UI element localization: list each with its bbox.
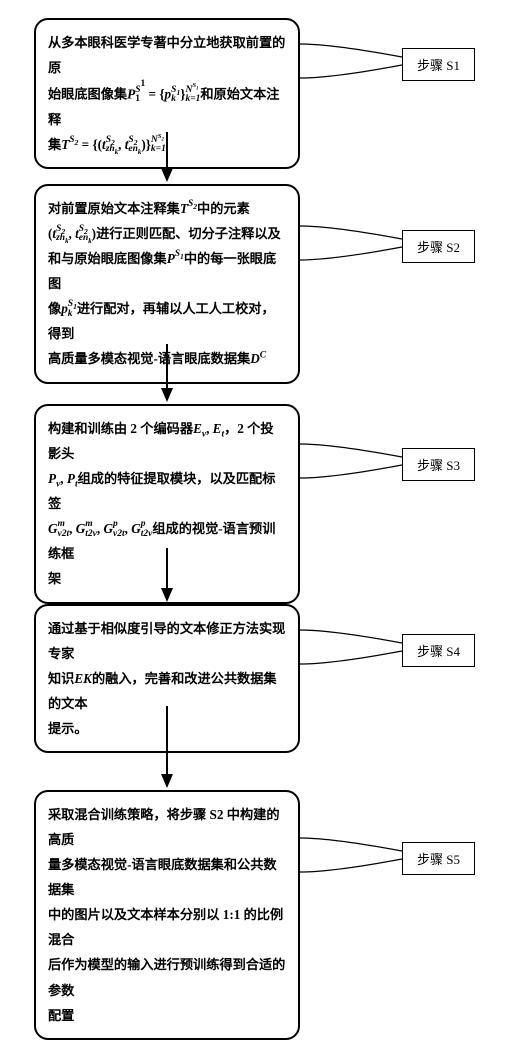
arc-connectors — [300, 44, 402, 872]
box-s5-line5: 配置 — [48, 1003, 286, 1028]
connectors-svg — [0, 0, 512, 1000]
